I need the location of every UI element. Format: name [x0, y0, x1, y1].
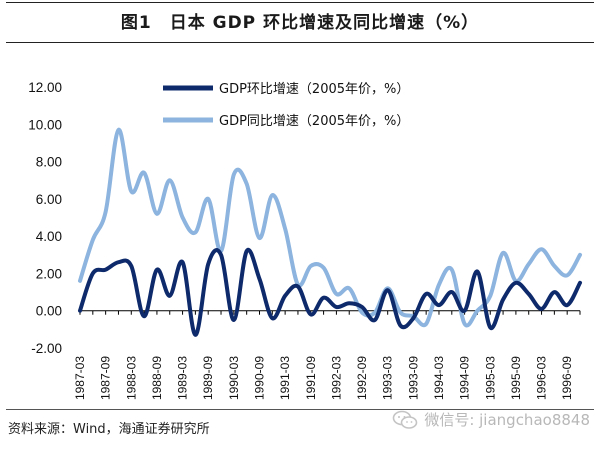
x-tick-label: 1992-03 [329, 356, 343, 400]
x-tick-label: 1987-09 [99, 356, 113, 400]
x-tick-label: 1991-09 [304, 356, 318, 400]
line-chart: 12.00 10.00 8.00 6.00 4.00 2.00 0.00 -2.00 1987-… [28, 80, 582, 400]
y-tick-label: 0.00 [36, 304, 62, 319]
x-tick-label: 1988-09 [150, 356, 164, 400]
x-tick-label: 1987-03 [73, 356, 87, 400]
y-tick-label: 10.00 [28, 117, 62, 132]
y-tick-label: 4.00 [36, 229, 62, 244]
chart-title: 图1 日本 GDP 环比增速及同比增速（%） [120, 12, 480, 33]
x-tick-label: 1993-09 [406, 356, 420, 400]
wechat-watermark: 微信号: jiangchao8848 [392, 409, 590, 430]
y-tick-label: 6.00 [36, 192, 62, 207]
x-tick-label: 1989-03 [176, 356, 190, 400]
x-tick-label: 1989-09 [201, 356, 215, 400]
chart-legend: GDP环比增速（2005年价，%） GDP同比增速（2005年价，%） [163, 82, 409, 129]
legend-label-yoy: GDP同比增速（2005年价，%） [219, 114, 409, 129]
y-tick-label: 12.00 [28, 80, 62, 95]
footer-rule [6, 409, 594, 410]
legend-label-qoq: GDP环比增速（2005年价，%） [219, 82, 409, 97]
series-line-yoy [78, 127, 582, 328]
x-tick-label: 1995-03 [483, 356, 497, 400]
chart-axes: 12.00 10.00 8.00 6.00 4.00 2.00 0.00 -2.00 1987-… [28, 80, 581, 400]
series-line-qoq [78, 247, 582, 337]
x-tick-label: 1993-03 [381, 356, 395, 400]
title-bottom-rule [6, 42, 594, 43]
x-tick-label: 1990-09 [252, 356, 266, 400]
x-tick-label: 1996-03 [535, 356, 549, 400]
x-tick-label: 1994-09 [458, 356, 472, 400]
x-tick-label: 1995-09 [509, 356, 523, 400]
x-tick-label: 1990-03 [227, 356, 241, 400]
x-tick-label: 1994-03 [432, 356, 446, 400]
x-tick-label: 1992-09 [355, 356, 369, 400]
y-tick-label: 8.00 [36, 155, 62, 170]
title-top-rule [6, 2, 594, 3]
y-tick-label: 2.00 [36, 266, 62, 281]
x-tick-label: 1988-03 [124, 356, 138, 400]
watermark-text: 微信号: jiangchao8848 [424, 411, 590, 429]
x-tick-label: 1996-09 [560, 356, 574, 400]
y-tick-label: -2.00 [31, 341, 62, 356]
wechat-icon [393, 410, 418, 429]
x-tick-label: 1991-03 [278, 356, 292, 400]
source-note: 资料来源：Wind，海通证券研究所 [8, 422, 210, 437]
chart-series [78, 127, 582, 337]
